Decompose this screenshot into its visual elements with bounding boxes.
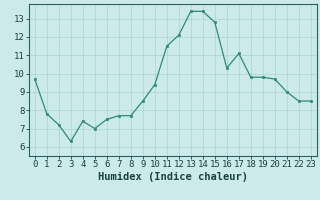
- X-axis label: Humidex (Indice chaleur): Humidex (Indice chaleur): [98, 172, 248, 182]
